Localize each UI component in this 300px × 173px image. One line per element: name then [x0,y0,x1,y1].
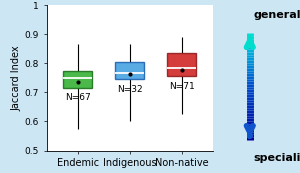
FancyArrowPatch shape [246,126,253,136]
Bar [116,62,144,79]
Bar [63,71,92,88]
Text: N=67: N=67 [65,93,91,102]
Text: specialist: specialist [254,153,300,163]
Text: generalist: generalist [254,10,300,20]
FancyArrowPatch shape [246,37,253,47]
Text: N=71: N=71 [169,82,195,91]
Bar [167,53,196,76]
Text: N=32: N=32 [117,85,142,94]
Y-axis label: Jaccard Index: Jaccard Index [12,45,22,111]
